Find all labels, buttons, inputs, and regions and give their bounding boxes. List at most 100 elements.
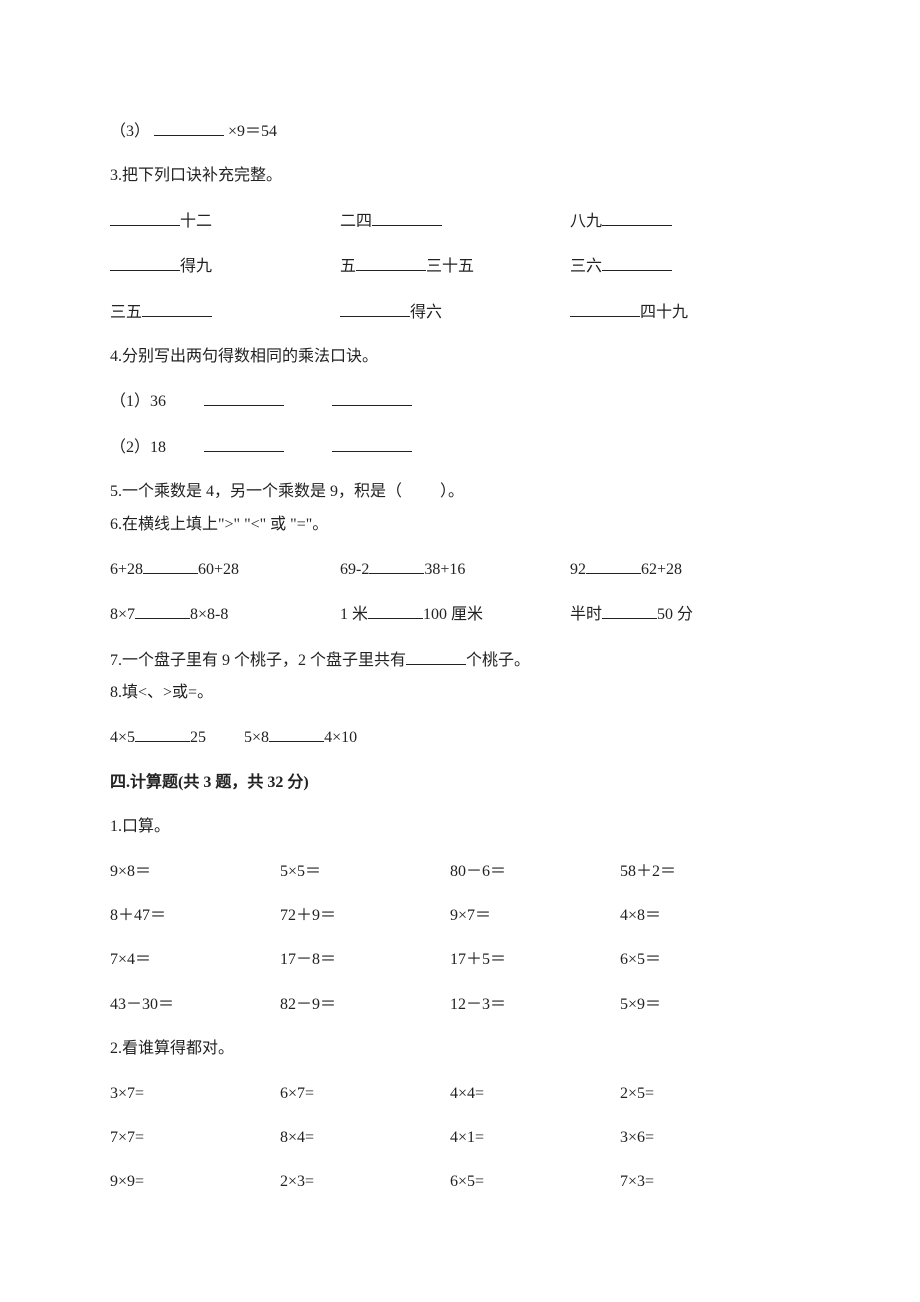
p2-cell[interactable]: 2×5= [620, 1083, 790, 1105]
q6-row-1: 6+2860+28 69-238+16 9262+28 [110, 558, 810, 581]
q3-row-1: 十二 二四 八九 [110, 210, 810, 233]
q3-r2-c2: 五三十五 [340, 255, 570, 278]
p1-cell[interactable]: 58＋2＝ [620, 861, 790, 883]
compare-left: 69-2 [340, 561, 369, 578]
compare-blank[interactable] [586, 558, 641, 574]
q3-r3-c3: 四十九 [570, 301, 800, 324]
fill-blank[interactable] [356, 255, 426, 271]
q6-r2-c1: 8×7 8×8-8 [110, 603, 340, 626]
compare-right: 8×8-8 [190, 606, 228, 623]
q3-r3-c1: 三五 [110, 301, 340, 324]
p1-cell[interactable]: 43－30＝ [110, 994, 280, 1016]
q2-3-blank[interactable] [154, 120, 224, 136]
compare-right: 25 [190, 729, 206, 746]
q7-a: 7.一个盘子里有 9 个桃子，2 个盘子里共有 [110, 652, 406, 669]
p2-cell[interactable]: 7×7= [110, 1127, 280, 1149]
p1-cell[interactable]: 82－9＝ [280, 994, 450, 1016]
p1-cell[interactable]: 7×4＝ [110, 949, 280, 971]
p2-cell[interactable]: 3×6= [620, 1127, 790, 1149]
fill-blank[interactable] [204, 390, 284, 406]
p2-row: 7×7=8×4=4×1=3×6= [110, 1127, 810, 1149]
q5-text-b: ）。 [440, 483, 464, 500]
fill-blank[interactable] [332, 436, 412, 452]
text: 三六 [570, 258, 602, 275]
p2-cell[interactable]: 6×5= [450, 1171, 620, 1193]
text: 得六 [410, 304, 442, 321]
text: 得九 [180, 258, 212, 275]
p1-row: 7×4＝17－8＝17＋5＝6×5＝ [110, 949, 810, 971]
p2-row: 3×7=6×7=4×4=2×5= [110, 1083, 810, 1105]
fill-blank[interactable] [142, 301, 212, 317]
compare-left: 5×8 [244, 729, 269, 746]
p2-cell[interactable]: 9×9= [110, 1171, 280, 1193]
compare-left: 92 [570, 561, 586, 578]
p2-cell[interactable]: 2×3= [280, 1171, 450, 1193]
p1-cell[interactable]: 6×5＝ [620, 949, 790, 971]
p1-cell[interactable]: 8＋47＝ [110, 905, 280, 927]
compare-blank[interactable] [269, 726, 324, 742]
fill-blank[interactable] [204, 436, 284, 452]
p1-title: 1.口算。 [110, 816, 810, 838]
compare-blank[interactable] [369, 558, 424, 574]
compare-blank[interactable] [368, 603, 423, 619]
compare-blank[interactable] [135, 726, 190, 742]
p2-cell[interactable]: 7×3= [620, 1171, 790, 1193]
p1-cell[interactable]: 4×8＝ [620, 905, 790, 927]
p1-cell[interactable]: 9×8＝ [110, 861, 280, 883]
fill-blank[interactable] [340, 301, 410, 317]
section-4-title: 四.计算题(共 3 题，共 32 分) [110, 772, 810, 794]
fill-blank[interactable] [110, 210, 180, 226]
p2-cell[interactable]: 8×4= [280, 1127, 450, 1149]
p2-row: 9×9=2×3=6×5=7×3= [110, 1171, 810, 1193]
q4-item-1: （1）36 [110, 390, 810, 413]
q6-title: 6.在横线上填上">" "<" 或 "="。 [110, 514, 810, 536]
fill-blank[interactable] [332, 390, 412, 406]
compare-right: 4×10 [324, 729, 357, 746]
compare-right: 60+28 [198, 561, 239, 578]
q3-r1-c2: 二四 [340, 210, 570, 233]
fill-blank[interactable] [570, 301, 640, 317]
p1-cell[interactable]: 5×9＝ [620, 994, 790, 1016]
p1-cell[interactable]: 17＋5＝ [450, 949, 620, 971]
q8-row: 4×5 25 5×8 4×10 [110, 726, 810, 749]
q3-row-2: 得九 五三十五 三六 [110, 255, 810, 278]
q6-r1-c3: 92 62+28 [570, 558, 800, 581]
fill-blank[interactable] [110, 255, 180, 271]
fill-blank[interactable] [602, 210, 672, 226]
p2-cell[interactable]: 6×7= [280, 1083, 450, 1105]
q7: 7.一个盘子里有 9 个桃子，2 个盘子里共有个桃子。 [110, 649, 810, 672]
p1-table: 9×8＝5×5＝80－6＝58＋2＝ 8＋47＝72＋9＝9×7＝4×8＝ 7×4＝… [110, 861, 810, 1017]
compare-blank[interactable] [602, 603, 657, 619]
p1-cell[interactable]: 12－3＝ [450, 994, 620, 1016]
compare-blank[interactable] [143, 558, 198, 574]
compare-left: 4×5 [110, 729, 135, 746]
compare-right: 50 分 [657, 606, 693, 623]
compare-right: 62+28 [641, 561, 682, 578]
p2-cell[interactable]: 4×4= [450, 1083, 620, 1105]
p1-cell[interactable]: 72＋9＝ [280, 905, 450, 927]
compare-left: 半时 [570, 606, 602, 623]
p1-cell[interactable]: 17－8＝ [280, 949, 450, 971]
compare-right: 100 厘米 [423, 606, 483, 623]
p2-cell[interactable]: 3×7= [110, 1083, 280, 1105]
p2-cell[interactable]: 4×1= [450, 1127, 620, 1149]
q4-title: 4.分别写出两句得数相同的乘法口诀。 [110, 346, 810, 368]
compare-left: 8×7 [110, 606, 135, 623]
q2-3-suffix: ×9＝54 [228, 123, 277, 140]
compare-left: 6+28 [110, 561, 143, 578]
text: 四十九 [640, 304, 688, 321]
q4-2-label: （2）18 [110, 439, 166, 456]
fill-blank[interactable] [372, 210, 442, 226]
q5-text-a: 5.一个乘数是 4，另一个乘数是 9，积是（ [110, 483, 402, 500]
fill-blank[interactable] [602, 255, 672, 271]
p1-cell[interactable]: 9×7＝ [450, 905, 620, 927]
q3-r3-c2: 得六 [340, 301, 570, 324]
compare-left: 1 米 [340, 606, 368, 623]
p1-cell[interactable]: 80－6＝ [450, 861, 620, 883]
compare-blank[interactable] [135, 603, 190, 619]
fill-blank[interactable] [406, 649, 466, 665]
p1-cell[interactable]: 5×5＝ [280, 861, 450, 883]
q3-r2-c3: 三六 [570, 255, 800, 278]
text: 八九 [570, 213, 602, 230]
q3-title: 3.把下列口诀补充完整。 [110, 165, 810, 187]
